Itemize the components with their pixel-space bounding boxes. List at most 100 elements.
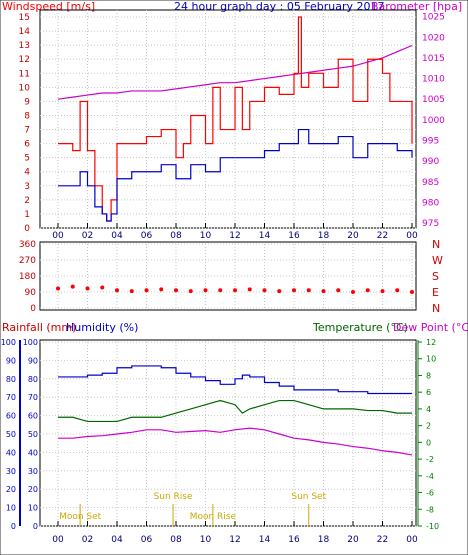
rainfall-tick-label: 10 xyxy=(6,504,16,513)
rainfall-tick-label: 100 xyxy=(1,338,16,347)
dewpoint-line xyxy=(58,427,413,456)
direction-degree-ticks: 360 270 180 90 0 xyxy=(19,240,36,314)
x-tick-label: 00 xyxy=(406,231,418,241)
rainfall-tick-label: 50 xyxy=(6,430,16,439)
temperature-tick-label: -10 xyxy=(426,522,439,531)
direction-point xyxy=(188,289,193,294)
x-tick-label: 20 xyxy=(347,231,359,241)
windspeed-tick-label: 10 xyxy=(19,83,31,93)
barometer-tick-label: 975 xyxy=(422,219,439,229)
x-tick-label: 10 xyxy=(200,231,212,241)
x-tick-label: 16 xyxy=(288,231,300,241)
sun_set-label: Sun Set xyxy=(291,492,326,502)
rainfall-tick-label: 20 xyxy=(6,485,16,494)
direction-tick-label: 90 xyxy=(25,288,37,298)
direction-point xyxy=(262,288,267,293)
compass-tick-label: N xyxy=(432,238,440,251)
x-tick-label: 18 xyxy=(318,231,330,241)
direction-point xyxy=(233,288,237,293)
x-tick-label: 22 xyxy=(377,231,388,241)
direction-tick-label: 360 xyxy=(19,240,36,250)
humidity-tick-label: 100 xyxy=(23,338,38,347)
x-tick-label: 08 xyxy=(170,231,182,241)
direction-point xyxy=(85,286,90,291)
direction-point xyxy=(115,288,119,293)
temperature-tick-label: -2 xyxy=(426,455,434,464)
rainfall-tick-label: 80 xyxy=(6,375,16,384)
windspeed-tick-label: 7 xyxy=(24,126,30,136)
x-tick-label: 00 xyxy=(406,535,418,545)
temperature-tick-label: 2 xyxy=(426,422,431,431)
humidity-tick-label: 0 xyxy=(33,522,38,531)
x-tick-label: 14 xyxy=(259,231,271,241)
barometer-tick-label: 1020 xyxy=(422,33,445,43)
chart-title: 24 hour graph day : 05 February 2017 xyxy=(174,0,385,13)
temperature-tick-label: -8 xyxy=(426,505,434,514)
rainfall-tick-label: 30 xyxy=(6,467,16,476)
direction-point xyxy=(218,288,223,293)
direction-point xyxy=(203,288,208,293)
wind-panel-series xyxy=(57,16,413,222)
humidity-tick-label: 80 xyxy=(28,375,38,384)
windspeed-tick-label: 4 xyxy=(24,168,30,178)
humidity-tick-label: 20 xyxy=(28,485,38,494)
wind-average-line xyxy=(58,128,413,222)
windspeed-tick-label: 5 xyxy=(24,154,30,164)
windspeed-tick-label: 1 xyxy=(24,210,30,220)
temperature-line xyxy=(58,399,412,423)
wind-panel-grid xyxy=(40,10,416,229)
barometer-tick-label: 1010 xyxy=(422,75,445,85)
weather-panel-frame xyxy=(39,339,417,527)
direction-point xyxy=(395,288,400,293)
direction-point xyxy=(336,288,341,293)
direction-point xyxy=(159,287,164,292)
weather-panel-x-ticks: 00 02 04 06 08 10 12 14 16 18 20 22 00 xyxy=(52,521,418,545)
x-tick-label: 02 xyxy=(82,535,93,545)
sun_rise-label: Sun Rise xyxy=(154,492,193,502)
windspeed-tick-label: 9 xyxy=(24,97,30,107)
compass-tick-label: W xyxy=(432,254,443,267)
humidity-label: Humidity (%) xyxy=(66,321,138,334)
x-tick-label: 14 xyxy=(259,535,271,545)
compass-tick-label: E xyxy=(432,286,439,299)
temperature-axis-ticks: -10 -8 -6 -4 -2 0 2 4 6 8 10 12 xyxy=(418,338,439,531)
temperature-tick-label: 8 xyxy=(426,371,431,380)
direction-point xyxy=(129,289,134,294)
temperature-tick-label: 4 xyxy=(426,405,431,414)
x-tick-label: 00 xyxy=(52,535,64,545)
windspeed-tick-label: 13 xyxy=(19,41,30,51)
rainfall-tick-label: 40 xyxy=(6,448,16,457)
x-tick-label: 06 xyxy=(141,535,153,545)
x-tick-label: 04 xyxy=(111,231,123,241)
windspeed-tick-label: 12 xyxy=(19,55,30,65)
windspeed-tick-label: 3 xyxy=(24,182,30,192)
windspeed-tick-label: 11 xyxy=(19,69,30,79)
windspeed-label: Windspeed [m/s] xyxy=(2,0,95,13)
moon_rise-label: Moon Rise xyxy=(190,512,237,522)
direction-points xyxy=(56,284,414,294)
temperature-tick-label: 0 xyxy=(426,438,431,447)
barometer-tick-label: 995 xyxy=(422,136,439,146)
barometer-tick-label: 990 xyxy=(422,157,439,167)
humidity-tick-label: 50 xyxy=(28,430,38,439)
direction-tick-label: 180 xyxy=(19,272,36,282)
temperature-tick-label: 12 xyxy=(426,338,436,347)
temperature-tick-label: 6 xyxy=(426,388,431,397)
windspeed-tick-label: 15 xyxy=(19,13,30,23)
barometer-axis-ticks: 975 980 985 990 995 1000 1005 1010 1015 1020 1025 xyxy=(422,13,445,229)
barometer-tick-label: 1000 xyxy=(422,116,445,126)
moon_set_1-label: Moon Set xyxy=(59,512,102,522)
barometer-tick-label: 1015 xyxy=(422,54,445,64)
x-tick-label: 08 xyxy=(170,535,182,545)
x-tick-label: 18 xyxy=(318,535,330,545)
direction-point xyxy=(351,290,355,294)
direction-tick-label: 270 xyxy=(19,256,36,266)
temperature-tick-label: -6 xyxy=(426,489,434,498)
weather-panel-grid xyxy=(40,341,416,527)
direction-point xyxy=(321,289,326,294)
rainfall-tick-label: 0 xyxy=(11,522,16,531)
barometer-tick-label: 1025 xyxy=(422,13,445,23)
dewpoint-label: Dew Point (°C) xyxy=(393,321,468,334)
